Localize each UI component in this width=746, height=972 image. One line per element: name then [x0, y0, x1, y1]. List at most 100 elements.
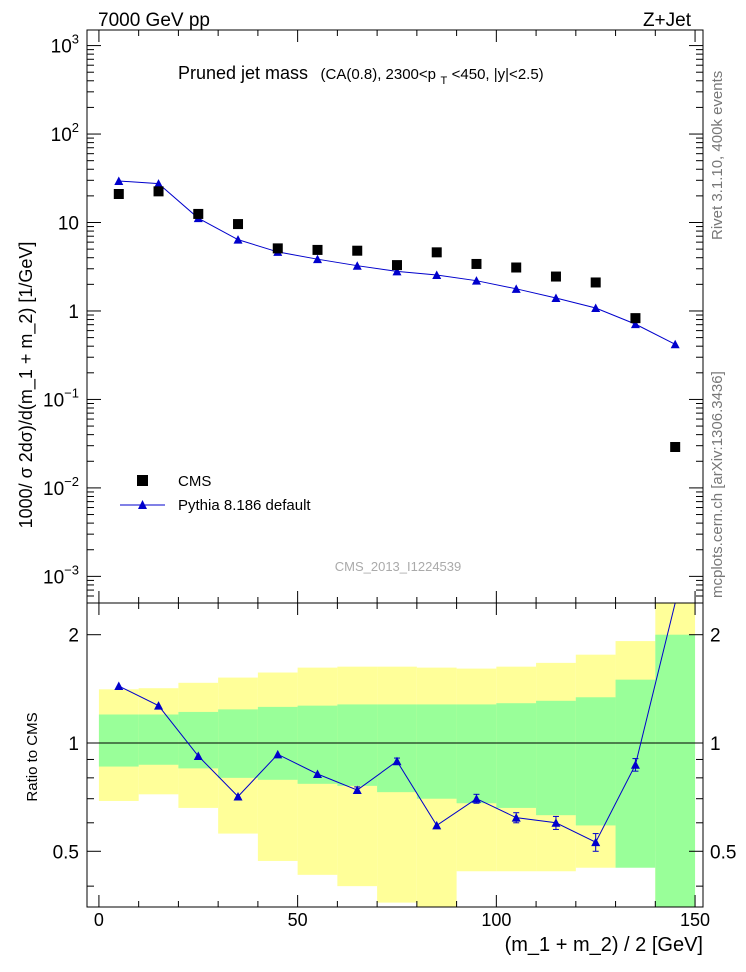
cms-data-point	[391, 260, 402, 271]
title-sub-b: <450, |y|<2.5)	[452, 66, 544, 83]
bottom-panel-frame	[86, 602, 704, 908]
bottom-y-tick-label-left: 1	[68, 734, 79, 755]
cms-data-point	[272, 243, 283, 254]
bottom-y-tick-label-left: 2	[68, 626, 79, 647]
ratio-mc-point	[313, 769, 323, 778]
legend-mc-marker	[138, 500, 147, 509]
mc-point	[313, 254, 323, 264]
band-inner-bin	[377, 704, 417, 793]
top-y-tick-label: 10−3	[43, 562, 79, 588]
mc-point	[471, 276, 481, 285]
tick-base: 10	[43, 390, 64, 411]
ratio-marks	[87, 602, 703, 852]
ratio-mc-point	[154, 701, 164, 710]
legend-mc-label: Pythia 8.186 default	[178, 497, 311, 514]
tick-base: 10	[43, 567, 64, 588]
cms-data-point	[471, 258, 482, 269]
ratio-mc-point	[471, 794, 481, 803]
bottom-y-tick-label-right: 1	[710, 734, 721, 755]
ratio-mc-point	[233, 791, 243, 801]
cms-data-point	[590, 277, 601, 288]
ratio-mc-point	[630, 760, 640, 769]
band-inner-bin	[98, 714, 139, 767]
header-right: Z+Jet	[643, 10, 692, 31]
ratio-mc-point	[273, 749, 283, 759]
mc-point	[511, 284, 521, 293]
top-panel-marks	[113, 176, 681, 452]
tick-base: 10	[43, 479, 64, 500]
top-panel-frame	[86, 29, 704, 604]
cms-data-point	[352, 245, 363, 256]
tick-base: 10	[51, 37, 72, 58]
cms-data-point	[153, 186, 164, 197]
mc-point	[432, 270, 442, 280]
mc-point	[630, 319, 640, 329]
side-label-rivet: Rivet 3.1.10, 400k events	[709, 71, 726, 240]
mc-point	[233, 235, 243, 244]
band-inner-bin	[575, 697, 616, 826]
cms-data-point	[233, 219, 244, 230]
tick-exponent: 2	[72, 120, 79, 135]
tick-base: 1	[68, 302, 79, 323]
band-inner-bin	[138, 714, 179, 765]
cms-data-point	[511, 262, 522, 273]
tick-exponent: −1	[64, 385, 79, 400]
top-y-tick-label: 102	[51, 120, 79, 146]
x-tick-label: 100	[481, 910, 511, 930]
band-inner-bin	[456, 704, 497, 804]
cms-data-point	[630, 313, 641, 324]
tick-exponent: −3	[64, 562, 79, 577]
band-inner-bin	[218, 709, 258, 778]
mc-point	[670, 339, 680, 349]
bottom-y-axis-label: Ratio to CMS	[24, 712, 41, 801]
band-inner-bin	[337, 704, 378, 786]
top-y-tick-label: 103	[51, 32, 79, 58]
band-inner-bin	[655, 634, 696, 907]
legend: CMS Pythia 8.186 default	[120, 473, 311, 514]
cms-data-point	[113, 189, 124, 200]
tick-base: 10	[51, 125, 72, 146]
tick-exponent: 3	[72, 32, 79, 47]
cms-data-point	[193, 208, 204, 219]
ratio-mc-point	[193, 751, 203, 761]
cms-data-point	[431, 247, 442, 258]
mc-point	[154, 179, 164, 188]
side-label-mcplots: mcplots.cern.ch [arXiv:1306.3436]	[709, 371, 726, 598]
ratio-mc-point	[114, 681, 124, 691]
title-sub-a: (CA(0.8), 2300<p	[321, 66, 436, 83]
top-y-tick-label: 1	[68, 302, 79, 323]
analysis-watermark: CMS_2013_I1224539	[335, 559, 462, 574]
x-tick-label: 50	[288, 910, 308, 930]
cms-data-point	[670, 441, 681, 452]
ratio-mc-point	[511, 813, 521, 822]
tick-base: 10	[58, 214, 79, 235]
x-tick-label: 0	[94, 910, 104, 930]
mc-point	[551, 293, 561, 303]
mc-point	[114, 176, 124, 185]
bottom-y-tick-label-right: 0.5	[710, 842, 736, 863]
bottom-y-tick-label-right: 2	[710, 626, 721, 647]
cms-data-point	[312, 244, 323, 255]
top-y-tick-label: 10	[58, 214, 79, 235]
legend-cms-label: CMS	[178, 473, 211, 490]
header-left: 7000 GeV pp	[98, 10, 210, 31]
title-main: Pruned jet mass	[178, 63, 308, 83]
band-inner-bin	[536, 700, 576, 816]
tick-exponent: −2	[64, 474, 79, 489]
cms-data-point	[550, 271, 561, 282]
mc-point	[352, 261, 362, 270]
ratio-mc-point	[591, 837, 601, 847]
mc-point	[591, 303, 601, 313]
uncertainty-bands	[98, 603, 696, 907]
ratio-mc-point	[392, 756, 402, 766]
top-y-tick-label: 10−2	[43, 474, 79, 500]
plot-title: Pruned jet mass (CA(0.8), 2300<p T <450,…	[178, 63, 544, 88]
mc-point	[392, 266, 402, 276]
ratio-mc-point	[352, 785, 362, 795]
ratio-mc-point	[551, 818, 561, 827]
ratio-mc-point	[432, 820, 442, 830]
top-y-tick-label: 10−1	[43, 385, 79, 411]
top-y-axis-label: 1000/ σ 2dσ)/d(m_1 + m_2) [1/GeV]	[16, 242, 37, 529]
